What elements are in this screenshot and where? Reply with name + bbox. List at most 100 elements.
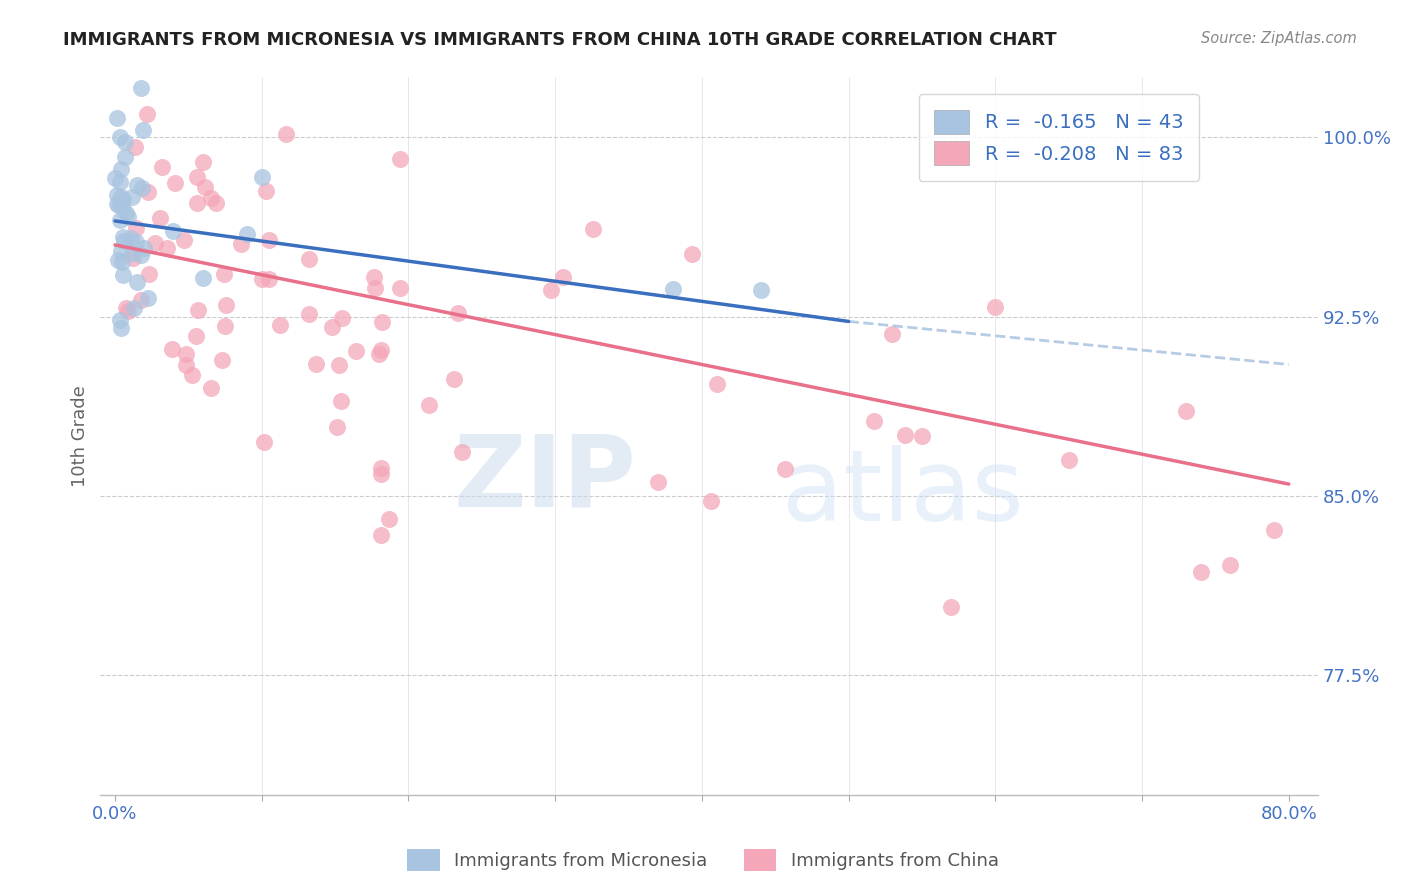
- Point: [215, 298, 238, 312]
- Point: [162, 224, 184, 238]
- Point: [122, 301, 145, 316]
- Point: [121, 190, 143, 204]
- Point: [254, 184, 277, 198]
- Point: [112, 234, 135, 248]
- Point: [378, 512, 401, 526]
- Point: [117, 210, 139, 224]
- Point: [114, 150, 136, 164]
- Point: [269, 318, 291, 332]
- Point: [129, 247, 152, 261]
- Point: [370, 467, 392, 481]
- Point: [880, 326, 903, 341]
- Point: [214, 319, 236, 334]
- Point: [330, 394, 353, 409]
- Point: [186, 328, 208, 343]
- Point: [156, 241, 179, 255]
- Point: [111, 229, 134, 244]
- Point: [136, 291, 159, 305]
- Point: [862, 414, 884, 428]
- Point: [110, 130, 132, 145]
- Point: [1175, 404, 1198, 418]
- Point: [191, 270, 214, 285]
- Point: [114, 136, 136, 150]
- Point: [104, 171, 127, 186]
- Point: [214, 267, 236, 281]
- Point: [443, 372, 465, 386]
- Point: [125, 275, 148, 289]
- Point: [328, 358, 350, 372]
- Point: [298, 307, 321, 321]
- Point: [174, 347, 197, 361]
- Point: [173, 233, 195, 247]
- Point: [229, 237, 252, 252]
- Point: [236, 227, 259, 242]
- Point: [681, 246, 703, 260]
- Point: [136, 185, 159, 199]
- Point: [186, 196, 208, 211]
- Point: [894, 427, 917, 442]
- Point: [388, 152, 411, 166]
- Point: [200, 381, 222, 395]
- Point: [124, 220, 146, 235]
- Point: [253, 434, 276, 449]
- Text: Source: ZipAtlas.com: Source: ZipAtlas.com: [1201, 31, 1357, 46]
- Point: [115, 301, 138, 316]
- Point: [1263, 523, 1285, 537]
- Point: [363, 269, 385, 284]
- Point: [1219, 558, 1241, 573]
- Y-axis label: 10th Grade: 10th Grade: [72, 385, 89, 487]
- Point: [131, 180, 153, 194]
- Point: [540, 283, 562, 297]
- Point: [111, 255, 134, 269]
- Point: [257, 233, 280, 247]
- Text: atlas: atlas: [782, 445, 1024, 542]
- Point: [773, 462, 796, 476]
- Point: [370, 343, 392, 357]
- Point: [1057, 452, 1080, 467]
- Point: [418, 398, 440, 412]
- Point: [108, 197, 131, 211]
- Point: [138, 267, 160, 281]
- Point: [110, 321, 132, 335]
- Point: [647, 475, 669, 489]
- Point: [661, 282, 683, 296]
- Point: [125, 178, 148, 192]
- Point: [136, 106, 159, 120]
- Point: [1189, 565, 1212, 579]
- Point: [446, 306, 468, 320]
- Point: [117, 304, 139, 318]
- Point: [111, 200, 134, 214]
- Point: [108, 212, 131, 227]
- Point: [250, 169, 273, 184]
- Point: [367, 346, 389, 360]
- Point: [321, 319, 343, 334]
- Point: [125, 235, 148, 249]
- Point: [194, 180, 217, 194]
- Text: ZIP: ZIP: [453, 431, 636, 528]
- Point: [941, 599, 963, 614]
- Point: [108, 175, 131, 189]
- Point: [110, 161, 132, 176]
- Point: [111, 193, 134, 207]
- Point: [110, 190, 132, 204]
- Point: [911, 429, 934, 443]
- Point: [180, 368, 202, 382]
- Point: [305, 357, 328, 371]
- Point: [250, 272, 273, 286]
- Point: [326, 420, 349, 434]
- Point: [699, 494, 721, 508]
- Point: [274, 127, 297, 141]
- Point: [107, 253, 129, 268]
- Point: [193, 154, 215, 169]
- Point: [112, 268, 135, 282]
- Point: [105, 197, 128, 211]
- Point: [132, 123, 155, 137]
- Point: [121, 245, 143, 260]
- Point: [205, 195, 228, 210]
- Legend: R =  -0.165   N = 43, R =  -0.208   N = 83: R = -0.165 N = 43, R = -0.208 N = 83: [918, 95, 1199, 181]
- Point: [551, 269, 574, 284]
- Point: [114, 206, 136, 220]
- Point: [131, 81, 153, 95]
- Point: [364, 281, 387, 295]
- Point: [174, 358, 197, 372]
